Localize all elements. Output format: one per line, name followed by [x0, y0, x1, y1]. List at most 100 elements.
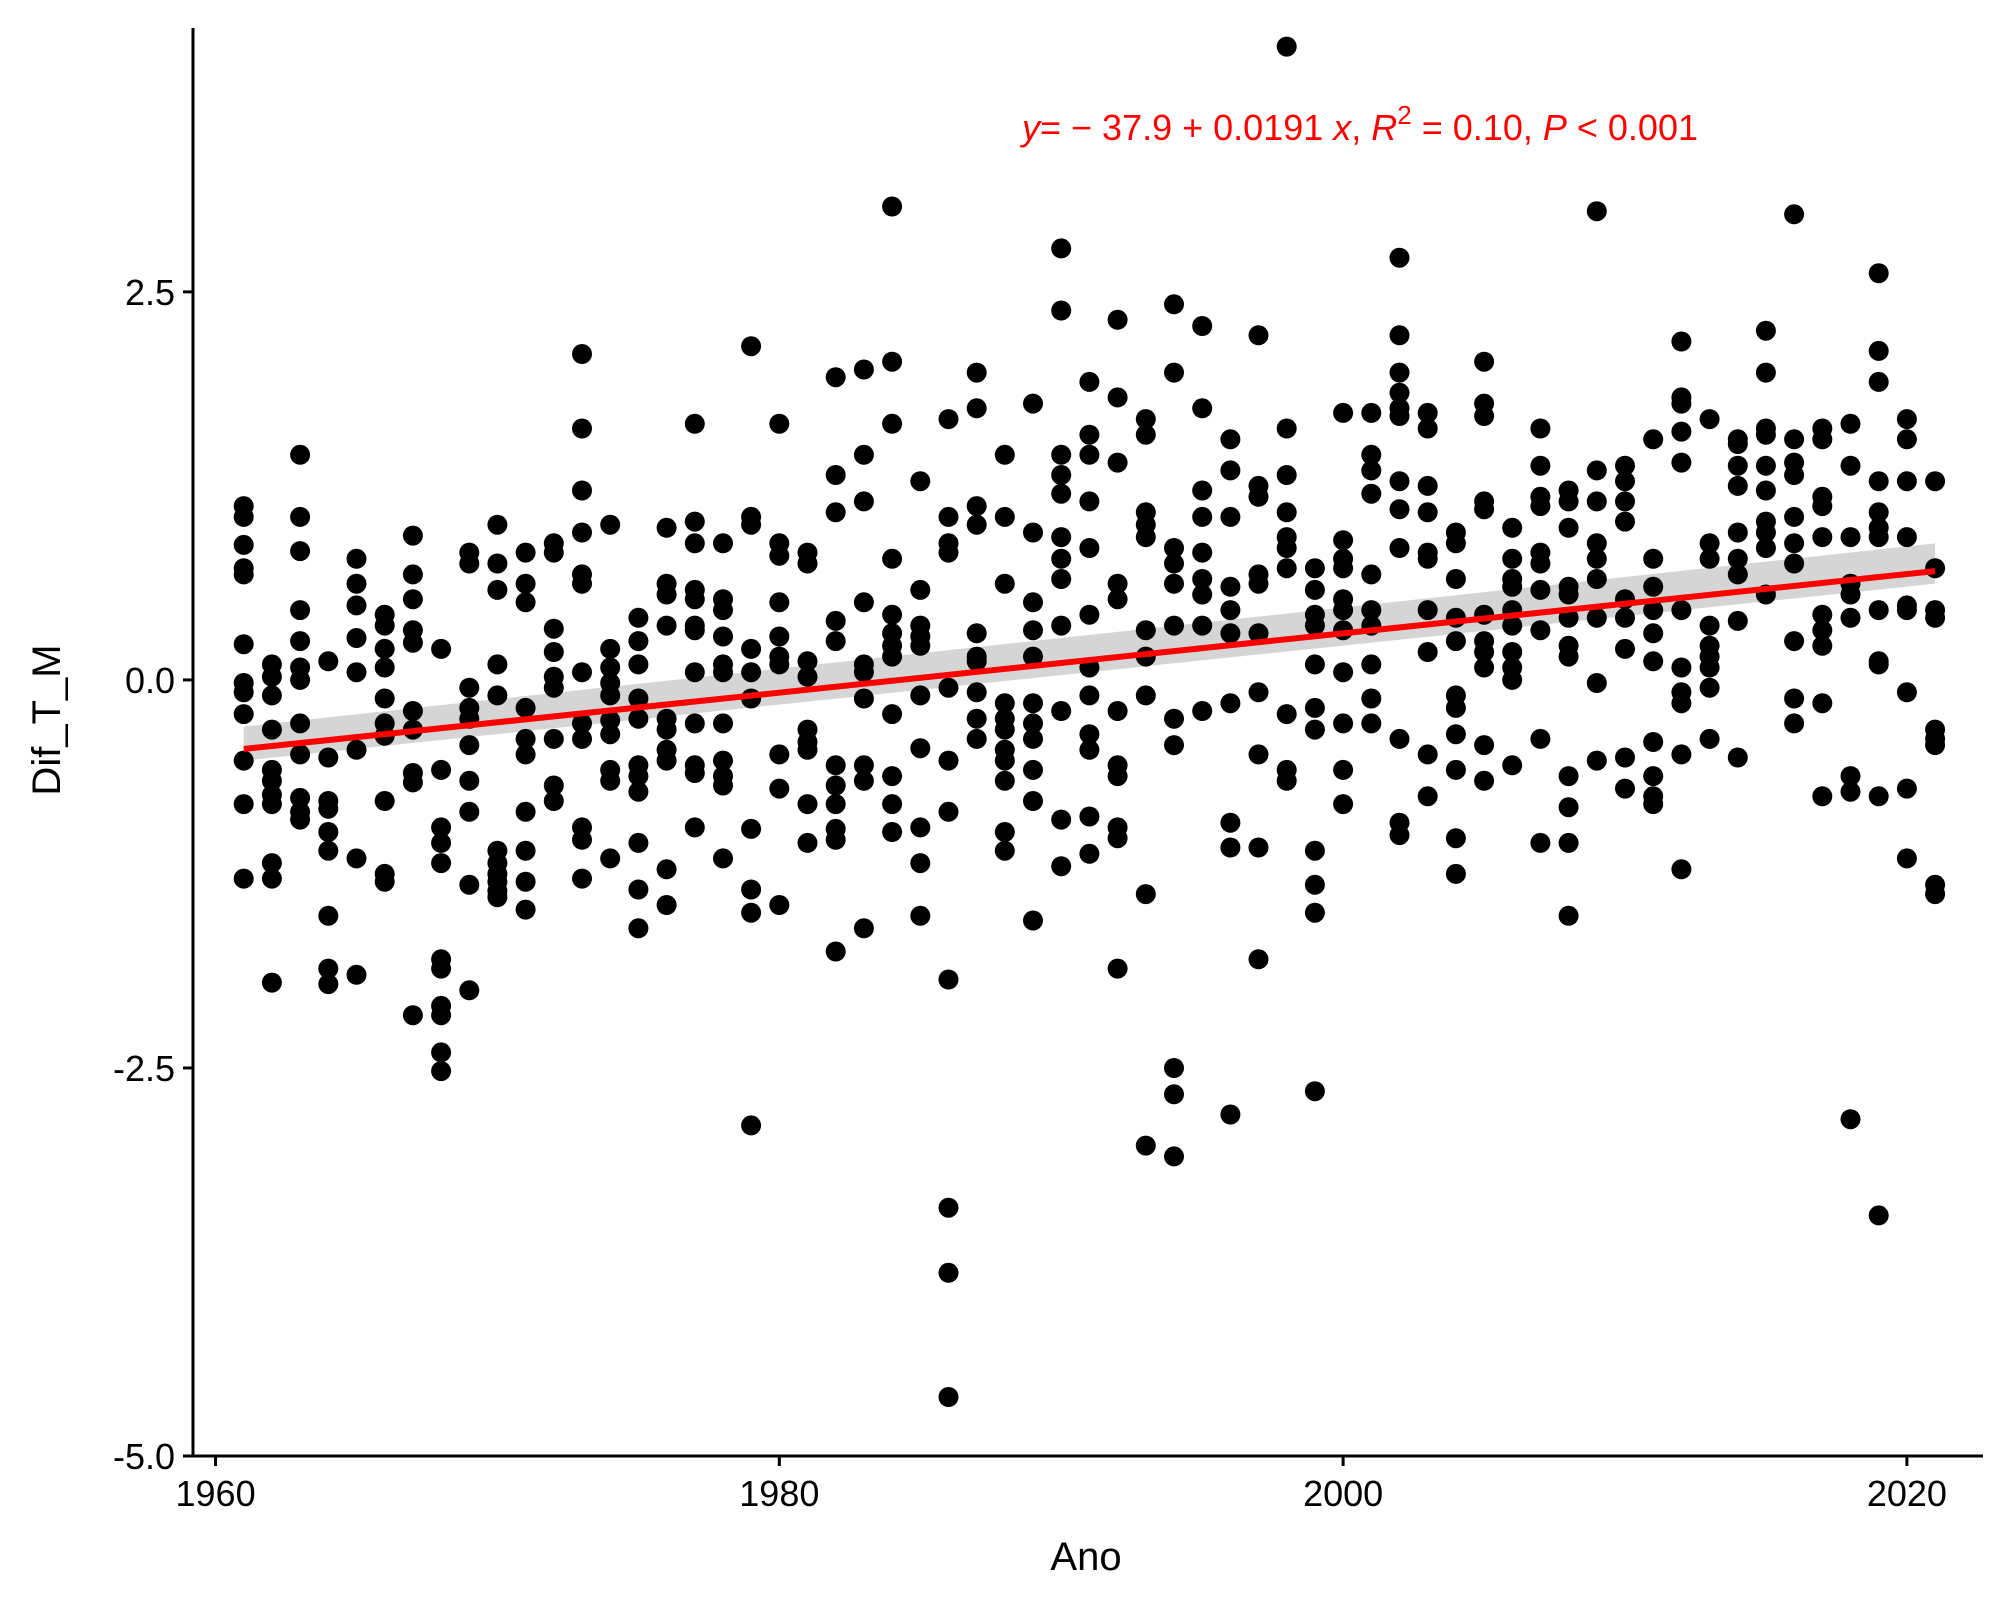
data-point — [1417, 744, 1438, 765]
data-point — [1925, 884, 1946, 905]
data-point — [1925, 471, 1946, 492]
data-point — [713, 533, 733, 554]
data-point — [487, 553, 508, 574]
eq-r: R — [1371, 107, 1397, 148]
data-point — [741, 514, 762, 535]
data-point — [572, 728, 592, 749]
data-point — [994, 822, 1015, 842]
data-point — [459, 553, 480, 574]
data-point — [853, 444, 874, 465]
data-point — [1248, 682, 1269, 703]
data-point — [825, 610, 846, 631]
x-tick-label: 2000 — [1303, 1473, 1383, 1514]
data-point — [1220, 837, 1241, 858]
data-point — [1276, 538, 1297, 558]
data-point — [1643, 794, 1664, 815]
data-point — [1164, 708, 1184, 729]
data-point — [1304, 840, 1325, 861]
eq-x: x — [1331, 107, 1353, 148]
data-point — [431, 1042, 452, 1063]
data-point — [1333, 402, 1354, 423]
data-point — [1389, 325, 1410, 346]
data-point — [1586, 533, 1607, 554]
data-point — [825, 465, 846, 485]
data-point — [1474, 499, 1495, 520]
data-point — [882, 548, 903, 569]
data-point — [825, 941, 846, 962]
data-point — [1135, 424, 1156, 445]
data-points-layer — [233, 36, 1946, 1407]
data-point — [769, 626, 790, 647]
data-point — [1445, 724, 1466, 745]
data-point — [853, 491, 874, 512]
data-point — [1079, 806, 1100, 827]
data-point — [1896, 600, 1917, 621]
data-point — [966, 728, 987, 749]
data-point — [1530, 455, 1551, 476]
data-point — [1586, 548, 1607, 569]
data-point — [600, 710, 621, 731]
data-point — [1248, 623, 1269, 644]
data-point — [1558, 491, 1579, 512]
data-point — [1333, 558, 1354, 579]
data-point — [1671, 452, 1692, 473]
data-point — [290, 744, 311, 765]
data-point — [1164, 294, 1184, 315]
data-point — [741, 879, 762, 900]
data-point — [966, 651, 987, 672]
data-point — [1164, 362, 1184, 383]
data-point — [769, 778, 790, 799]
data-point — [1502, 642, 1523, 662]
data-point — [1079, 491, 1100, 512]
data-point — [1445, 828, 1466, 849]
data-point — [290, 809, 311, 830]
data-point — [910, 738, 931, 759]
data-point — [1276, 418, 1297, 439]
data-point — [684, 817, 705, 838]
data-point — [910, 635, 931, 656]
data-point — [1389, 406, 1410, 426]
data-point — [825, 775, 846, 796]
data-point — [938, 1387, 959, 1407]
data-point — [769, 744, 790, 765]
data-point — [572, 713, 592, 734]
data-point — [515, 871, 536, 892]
data-point — [572, 480, 592, 501]
data-point — [1304, 558, 1325, 579]
eq-sep: , — [1351, 107, 1371, 148]
data-point — [1896, 409, 1917, 430]
data-point — [938, 542, 959, 563]
data-point — [1135, 685, 1156, 706]
data-point — [656, 750, 677, 771]
data-point — [1727, 564, 1748, 585]
data-point — [1079, 685, 1100, 706]
data-point — [1389, 362, 1410, 383]
data-point — [1502, 755, 1523, 776]
data-point — [1784, 631, 1805, 652]
data-point — [769, 413, 790, 434]
data-point — [910, 905, 931, 926]
data-point — [1333, 713, 1354, 734]
data-point — [994, 750, 1015, 771]
data-point — [1192, 569, 1213, 589]
data-point — [713, 713, 733, 734]
data-point — [797, 553, 818, 574]
data-point — [1220, 693, 1241, 714]
data-point — [543, 642, 564, 662]
data-point — [1502, 669, 1523, 690]
data-point — [1868, 502, 1889, 523]
data-point — [1812, 429, 1833, 450]
data-point — [543, 542, 564, 563]
data-point — [741, 638, 762, 659]
data-point — [600, 514, 621, 535]
data-point — [1643, 623, 1664, 644]
data-point — [1615, 778, 1635, 799]
data-point — [713, 848, 733, 869]
data-point — [1530, 620, 1551, 641]
data-point — [1192, 584, 1213, 605]
data-point — [1304, 697, 1325, 718]
data-point — [515, 697, 536, 718]
data-point — [261, 868, 282, 889]
data-point — [572, 868, 592, 889]
